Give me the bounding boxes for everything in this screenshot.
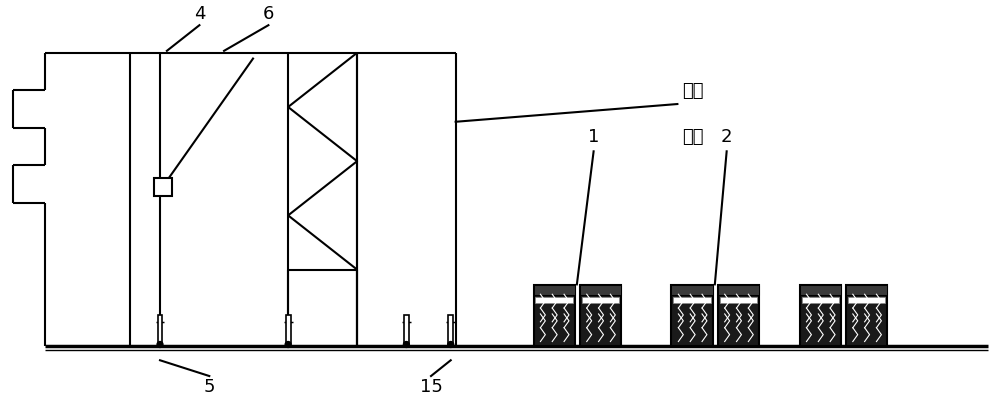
Text: 1: 1: [588, 128, 599, 146]
Bar: [802, 297, 839, 303]
Bar: [720, 297, 757, 303]
Bar: [848, 297, 885, 303]
Text: 6: 6: [263, 5, 274, 23]
Bar: [671, 286, 713, 346]
Bar: [846, 286, 887, 295]
Bar: [673, 297, 711, 303]
Bar: [671, 286, 713, 295]
Bar: [448, 315, 453, 344]
Bar: [404, 315, 409, 344]
Bar: [718, 286, 759, 295]
Bar: [846, 286, 887, 346]
Text: 洞口: 洞口: [682, 128, 704, 146]
Circle shape: [403, 342, 409, 347]
Bar: [800, 286, 841, 295]
Circle shape: [285, 342, 291, 347]
Bar: [154, 178, 172, 196]
Bar: [580, 286, 621, 346]
Text: 15: 15: [420, 378, 442, 396]
Text: 4: 4: [194, 5, 205, 23]
Text: 侧墙: 侧墙: [682, 82, 704, 100]
Bar: [535, 297, 573, 303]
Circle shape: [157, 342, 163, 347]
Bar: [286, 315, 291, 344]
Bar: [718, 286, 759, 346]
Bar: [158, 315, 162, 344]
Bar: [534, 286, 575, 295]
Bar: [582, 297, 619, 303]
Circle shape: [448, 342, 454, 347]
Bar: [534, 286, 575, 346]
Bar: [580, 286, 621, 295]
Text: 5: 5: [204, 378, 215, 396]
Bar: [800, 286, 841, 346]
Text: 2: 2: [721, 128, 732, 146]
